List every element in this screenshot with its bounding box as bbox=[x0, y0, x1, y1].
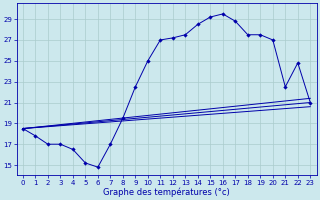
X-axis label: Graphe des températures (°c): Graphe des températures (°c) bbox=[103, 187, 230, 197]
